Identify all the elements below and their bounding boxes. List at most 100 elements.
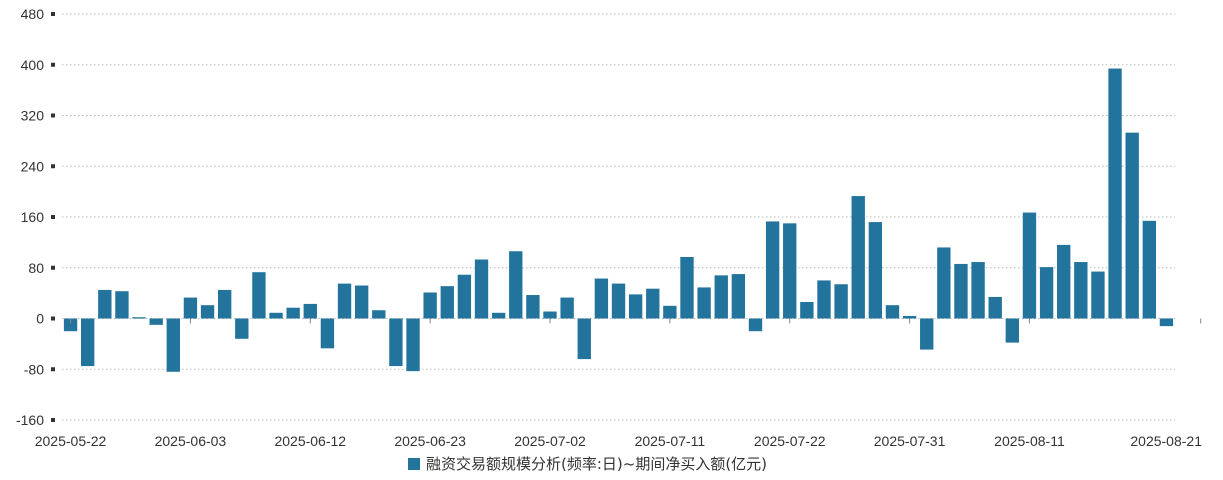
bar[interactable] — [834, 284, 848, 319]
y-tick-mark — [51, 316, 55, 321]
x-tick-label: 2025-07-02 — [514, 433, 586, 449]
bar[interactable] — [885, 305, 900, 319]
y-tick-mark — [51, 215, 55, 219]
bar[interactable] — [252, 272, 266, 319]
bar[interactable] — [115, 291, 129, 319]
grid-layer — [62, 13, 1175, 421]
x-tick-label: 2025-06-03 — [155, 433, 227, 449]
bar[interactable] — [1108, 68, 1122, 319]
bar[interactable] — [63, 318, 78, 332]
bar[interactable] — [166, 318, 180, 372]
bar[interactable] — [303, 303, 317, 319]
bar[interactable] — [628, 294, 643, 319]
bar[interactable] — [389, 318, 403, 367]
y-tick-mark — [51, 367, 55, 372]
bar[interactable] — [868, 222, 883, 319]
bar[interactable] — [526, 295, 540, 319]
y-tick-mark — [51, 418, 55, 422]
x-tick-label: 2025-06-12 — [274, 433, 346, 449]
x-tick-label: 2025-05-22 — [35, 433, 107, 449]
bar[interactable] — [183, 297, 198, 319]
x-tick-label: 2025-08-21 — [1130, 433, 1202, 449]
bar[interactable] — [269, 312, 283, 319]
y-tick-mark — [51, 12, 55, 16]
y-tick-label: -80 — [24, 361, 44, 377]
y-tick-mark — [51, 265, 55, 270]
bar[interactable] — [440, 286, 454, 319]
bar[interactable] — [509, 251, 523, 319]
bar[interactable] — [1074, 262, 1088, 319]
y-tick-label: -160 — [16, 412, 44, 428]
bar[interactable] — [765, 221, 780, 319]
bar[interactable] — [680, 256, 694, 319]
x-tick-label: 2025-06-23 — [394, 433, 466, 449]
bar[interactable] — [320, 318, 335, 349]
bar[interactable] — [783, 223, 797, 319]
bar[interactable] — [149, 318, 163, 325]
bar[interactable] — [954, 263, 968, 319]
bar[interactable] — [817, 280, 831, 319]
bar[interactable] — [217, 289, 232, 319]
bar[interactable] — [937, 247, 951, 319]
bar[interactable] — [235, 318, 249, 339]
y-tick-label: 160 — [21, 209, 45, 225]
axis-layer: 480 400 320 240 160 80 0 -80 -160 2025-05-22 2025-… — [16, 6, 1202, 449]
bar[interactable] — [1142, 220, 1156, 319]
bar[interactable] — [286, 307, 300, 319]
y-tick-label: 80 — [28, 260, 44, 276]
bar[interactable] — [337, 283, 352, 319]
y-tick-mark — [51, 113, 55, 118]
y-tick-mark — [51, 62, 55, 67]
bar[interactable] — [457, 274, 472, 319]
bar[interactable] — [611, 283, 626, 319]
bar[interactable] — [1125, 132, 1139, 319]
bar[interactable] — [1022, 212, 1037, 319]
bar[interactable] — [98, 289, 112, 319]
bar[interactable] — [646, 288, 660, 319]
bar[interactable] — [697, 287, 711, 319]
bar[interactable] — [902, 315, 917, 319]
bar[interactable] — [714, 275, 728, 319]
bar[interactable] — [800, 302, 814, 319]
bar[interactable] — [372, 310, 386, 319]
legend-swatch — [408, 458, 420, 470]
x-tick-label: 2025-07-11 — [635, 433, 706, 449]
bar[interactable] — [1091, 271, 1105, 319]
bar[interactable] — [1159, 318, 1174, 327]
y-tick-mark — [51, 164, 55, 169]
bar[interactable] — [1005, 318, 1020, 343]
y-tick-label: 480 — [21, 6, 45, 22]
bar[interactable] — [920, 318, 934, 350]
y-tick-label: 240 — [21, 158, 45, 174]
y-tick-label: 0 — [36, 311, 44, 327]
bar[interactable] — [851, 196, 865, 319]
legend-label: 融资交易额规模分析(频率:日)~期间净买入额(亿元) — [426, 455, 767, 473]
bar[interactable] — [560, 297, 574, 319]
x-tick-label: 2025-07-31 — [874, 433, 946, 449]
x-tick-label: 2025-08-11 — [994, 433, 1065, 449]
bar[interactable] — [474, 259, 489, 319]
bar[interactable] — [406, 318, 420, 372]
y-tick-label: 400 — [21, 57, 45, 73]
bar[interactable] — [354, 285, 369, 319]
bar[interactable] — [731, 274, 746, 319]
x-tick-label: 2025-07-22 — [754, 433, 826, 449]
bar[interactable] — [988, 296, 1002, 319]
bar[interactable] — [1039, 267, 1054, 319]
bar[interactable] — [663, 305, 677, 319]
bar[interactable] — [543, 311, 557, 319]
bar[interactable] — [748, 318, 763, 332]
legend[interactable]: 融资交易额规模分析(频率:日)~期间净买入额(亿元) — [408, 455, 767, 473]
bar[interactable] — [423, 292, 437, 319]
bars-layer — [63, 68, 1174, 372]
bar[interactable] — [81, 318, 95, 367]
bar[interactable] — [491, 312, 506, 319]
bar[interactable] — [1057, 244, 1071, 319]
y-tick-label: 320 — [21, 108, 45, 124]
bar[interactable] — [594, 278, 609, 319]
bar[interactable] — [132, 317, 146, 319]
bar[interactable] — [971, 262, 985, 319]
bar[interactable] — [577, 318, 591, 360]
bar[interactable] — [200, 305, 215, 319]
